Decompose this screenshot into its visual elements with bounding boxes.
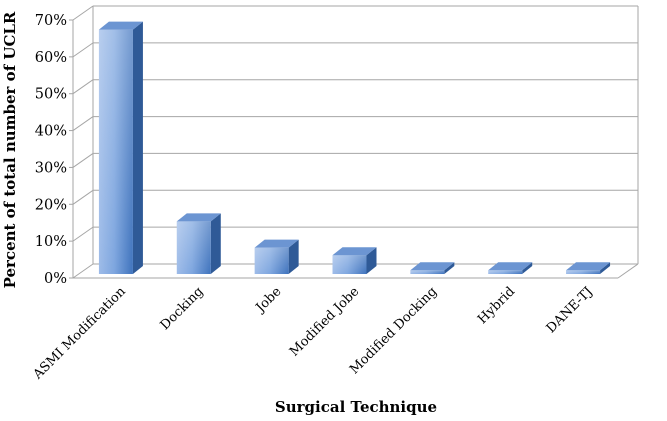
bar-top-face: [488, 262, 533, 271]
y-tick-label: 40%: [35, 124, 67, 140]
y-tick-label: 60%: [35, 50, 67, 66]
bar-front-highlight: [410, 270, 445, 274]
bar-front-highlight: [176, 221, 211, 274]
axes: [69, 6, 639, 279]
gridline-side: [72, 153, 94, 168]
x-tick-label: Modified Jobe: [287, 284, 363, 360]
bar: [98, 21, 143, 274]
bar-top-face: [254, 239, 299, 248]
x-tick-label: DANE-TJ: [544, 284, 596, 336]
bar-top-face: [332, 247, 377, 256]
bar-front-highlight: [566, 270, 601, 274]
bar: [332, 247, 377, 274]
y-axis-title: Percent of total number of UCLR: [1, 11, 19, 288]
x-tick-label: Modified Docking: [347, 284, 440, 377]
bar: [488, 262, 533, 274]
bar-front-highlight: [332, 255, 367, 274]
bar-side-face: [210, 213, 221, 274]
bar: [176, 213, 221, 274]
bar-side-face: [444, 262, 455, 274]
floor-edge: [617, 263, 639, 279]
bar-top-face: [410, 262, 455, 271]
x-tick-label: ASMI Modification: [30, 284, 129, 383]
gridline-side: [72, 263, 94, 279]
bar-side-face: [288, 239, 299, 274]
bar-side-face: [522, 262, 533, 274]
x-tick-label: Docking: [158, 284, 207, 333]
bar-top-face: [566, 262, 611, 271]
bar-front-highlight: [254, 247, 289, 274]
x-tick-label: Hybrid: [475, 284, 518, 327]
bar-top-face: [176, 213, 221, 222]
y-tick-label: 70%: [35, 13, 67, 29]
y-tick-label: 30%: [35, 160, 67, 176]
bars: [98, 21, 611, 274]
bar: [566, 262, 611, 274]
x-axis-title: Surgical Technique: [275, 398, 437, 416]
bar-front-highlight: [488, 270, 523, 274]
x-tick-label: Jobe: [252, 284, 285, 317]
bar-side-face: [132, 21, 143, 274]
gridline-side: [72, 42, 94, 58]
gridline-side: [72, 5, 94, 21]
y-tick-label: 50%: [35, 87, 67, 103]
gridline-side: [72, 189, 94, 205]
gridline-side: [72, 116, 94, 131]
bar-top-face: [98, 21, 143, 30]
bar-side-face: [600, 262, 611, 274]
gridlines: [72, 5, 638, 279]
bar-front-highlight: [98, 29, 133, 274]
bar: [254, 239, 299, 274]
y-tick-label: 20%: [35, 197, 67, 213]
gridline-side: [72, 226, 94, 242]
gridline-side: [72, 79, 94, 95]
y-tick-label: 10%: [35, 234, 67, 250]
bar: [410, 262, 455, 274]
bar-side-face: [366, 247, 377, 274]
y-tick-label: 0%: [44, 271, 67, 287]
